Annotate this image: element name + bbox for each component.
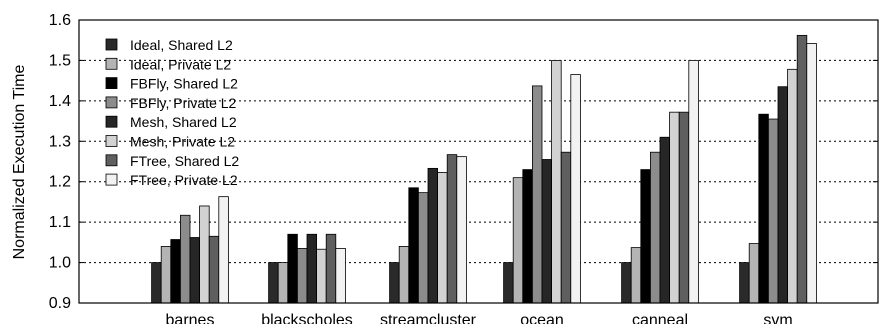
bar bbox=[640, 169, 651, 304]
bar bbox=[398, 245, 410, 304]
bar bbox=[669, 111, 680, 304]
legend-label: FBFly, Private L2 bbox=[130, 95, 237, 111]
bar bbox=[650, 151, 661, 304]
legend-label: Ideal, Shared L2 bbox=[130, 37, 233, 53]
bar bbox=[417, 192, 429, 304]
bar bbox=[218, 196, 229, 304]
bar bbox=[621, 262, 632, 304]
bar bbox=[512, 177, 524, 304]
axes bbox=[78, 19, 879, 304]
bar bbox=[437, 172, 448, 304]
bar bbox=[630, 247, 642, 304]
bar bbox=[787, 68, 798, 304]
bar bbox=[189, 237, 201, 304]
y-tick-label: 0.9 bbox=[49, 295, 71, 312]
y-tick-label: 1.6 bbox=[49, 12, 71, 29]
bar bbox=[659, 136, 671, 304]
y-tick-labels: 0.9 1.0 1.1 1.2 1.3 1.4 1.5 1.6 bbox=[49, 12, 71, 312]
bar bbox=[287, 233, 298, 304]
y-tick-label: 1.3 bbox=[49, 133, 71, 150]
bar bbox=[796, 34, 808, 304]
y-tick-label: 1.1 bbox=[49, 214, 71, 231]
y-tick-label: 1.4 bbox=[49, 93, 71, 110]
bar bbox=[678, 111, 690, 304]
legend-swatch bbox=[105, 77, 118, 89]
bar bbox=[268, 262, 279, 304]
bar bbox=[151, 262, 162, 304]
plot-frame bbox=[78, 19, 879, 304]
bar bbox=[389, 262, 400, 304]
legend-swatch bbox=[105, 96, 118, 109]
bar bbox=[179, 214, 191, 304]
bar bbox=[335, 248, 346, 304]
bar bbox=[208, 235, 220, 304]
bar bbox=[522, 169, 533, 304]
bar bbox=[306, 233, 318, 304]
category-label: ocean bbox=[520, 312, 564, 324]
bar bbox=[446, 154, 458, 304]
legend-swatch bbox=[105, 115, 118, 128]
bar bbox=[170, 239, 181, 304]
bar bbox=[551, 60, 562, 304]
category-label: streamcluster bbox=[380, 312, 477, 324]
category-labels: barnes blackscholes streamcluster ocean cann… bbox=[166, 312, 793, 324]
y-tick-label: 1.5 bbox=[49, 52, 71, 69]
y-tick-label: 1.2 bbox=[49, 174, 71, 191]
y-tick-label: 1.0 bbox=[49, 255, 71, 272]
bar bbox=[325, 233, 337, 304]
bar bbox=[532, 85, 543, 304]
bar bbox=[570, 74, 581, 304]
bar bbox=[408, 187, 419, 304]
bar bbox=[777, 86, 789, 304]
legend-label: FTree, Private L2 bbox=[130, 172, 238, 188]
legend-swatch bbox=[105, 57, 118, 70]
bar bbox=[296, 248, 308, 304]
bar bbox=[560, 151, 572, 304]
bar bbox=[503, 262, 514, 304]
bar bbox=[688, 60, 699, 304]
legend-label: Mesh, Shared L2 bbox=[130, 114, 237, 130]
legend-swatch bbox=[105, 135, 118, 147]
category-label: barnes bbox=[166, 312, 215, 324]
category-label: blackscholes bbox=[261, 312, 353, 324]
bar bbox=[456, 156, 467, 304]
legend-label: Mesh, Private L2 bbox=[130, 134, 235, 150]
legend-label: Ideal, Private L2 bbox=[130, 56, 231, 72]
y-axis-label: Normalized Execution Time bbox=[11, 65, 28, 260]
bar bbox=[199, 205, 210, 304]
bar bbox=[806, 43, 817, 304]
bar bbox=[277, 262, 289, 304]
legend: Ideal, Shared L2 Ideal, Private L2 FBFly, … bbox=[105, 37, 239, 188]
category-label: canneal bbox=[632, 312, 688, 324]
bar bbox=[316, 248, 327, 304]
bar bbox=[748, 243, 760, 304]
legend-swatch bbox=[105, 173, 118, 186]
category-label: svm bbox=[763, 312, 792, 324]
legend-swatch bbox=[105, 154, 118, 167]
legend-swatch bbox=[105, 38, 118, 51]
bar bbox=[758, 113, 769, 304]
bar bbox=[768, 118, 779, 304]
bar bbox=[160, 245, 172, 304]
bar bbox=[739, 262, 750, 304]
legend-label: FBFly, Shared L2 bbox=[130, 76, 238, 92]
bar bbox=[427, 167, 439, 304]
legend-label: FTree, Shared L2 bbox=[130, 153, 239, 169]
bar bbox=[541, 159, 553, 304]
